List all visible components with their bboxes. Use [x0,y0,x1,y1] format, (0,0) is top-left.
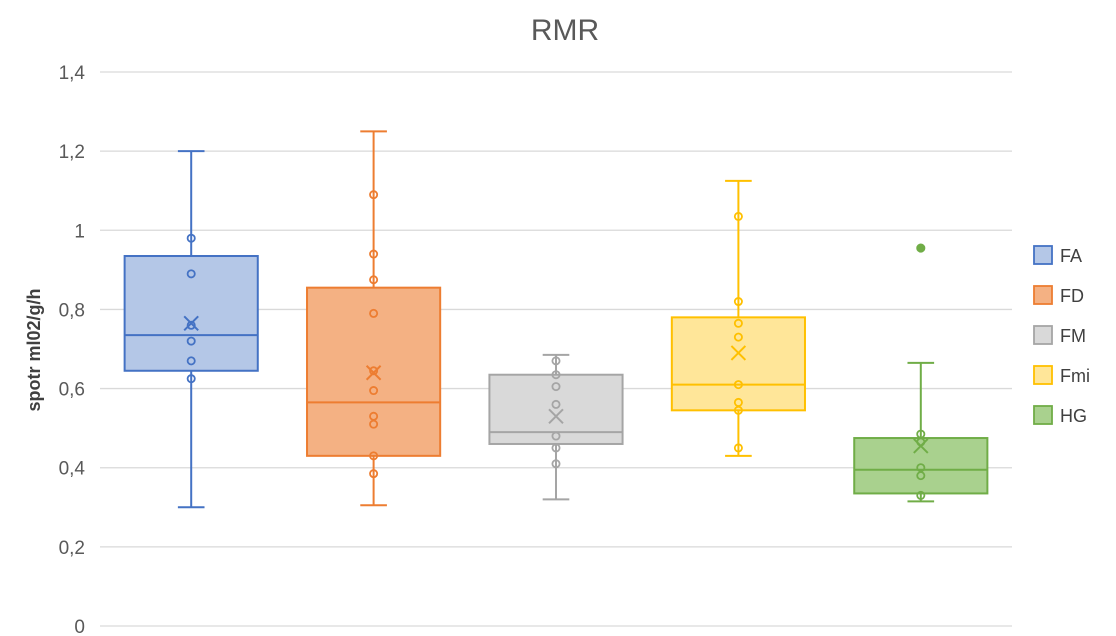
outlier-point [916,243,926,253]
legend-item-fm: FM [1033,325,1086,346]
data-point [369,469,379,479]
legend-item-fmi: Fmi [1033,365,1090,386]
mean-marker [183,315,199,331]
data-point [733,318,743,328]
y-tick-label: 1,4 [59,63,86,84]
mean-marker [365,365,382,381]
y-tick-labels: 0 0,2 0,4 0,6 0,8 1 1,2 1,4 [59,63,86,636]
legend-swatch [1033,325,1053,345]
legend-swatch [1033,245,1053,265]
data-point [186,320,196,330]
data-point [369,275,379,285]
data-point [551,431,561,441]
data-point [369,366,379,376]
legend-item-fd: FD [1033,285,1084,306]
data-point [369,419,379,429]
box-group-hg [853,243,989,503]
box-group-fa [123,150,259,509]
legend-item-hg: HG [1033,405,1087,426]
box-layer [123,130,989,509]
legend-label: FD [1060,286,1084,306]
data-point [186,374,196,384]
data-point [551,370,561,380]
data-point [733,380,743,390]
data-point [733,405,743,415]
box-group-fd [306,130,442,507]
y-tick-label: 1,2 [59,142,85,163]
legend-label: FM [1060,326,1086,346]
y-tick-label: 0,8 [59,300,85,321]
data-point [733,211,743,221]
data-point [733,443,743,453]
data-point [369,249,379,259]
legend-swatch [1033,285,1053,305]
data-point [733,297,743,307]
data-point [369,190,379,200]
data-point [551,399,561,409]
legend-swatch [1033,405,1053,425]
data-point [186,336,196,346]
data-point [186,356,196,366]
y-axis-label: spotr ml02/g/h [24,288,44,411]
data-point [551,443,561,453]
data-point [916,490,926,500]
mean-marker [730,345,747,361]
box-group-fm [488,353,624,501]
legend-item-fa: FA [1033,245,1082,266]
data-point [186,269,196,279]
box [123,255,259,372]
data-point [551,459,561,469]
data-point [916,471,926,481]
box-group-fmi [670,179,806,457]
legend-label: FA [1060,246,1082,266]
legend-label: Fmi [1060,366,1090,386]
y-tick-label: 0,6 [59,380,85,401]
data-point [186,233,196,243]
y-tick-label: 0,4 [59,459,86,480]
data-point [551,356,561,366]
box [488,373,624,445]
y-tick-label: 0 [74,617,85,636]
mean-marker [548,408,564,424]
data-point [551,382,561,392]
y-tick-label: 0,2 [59,538,85,559]
data-point [733,332,743,342]
legend: FA FD FM Fmi HG [1033,245,1090,426]
data-point [369,451,379,461]
data-point [369,386,379,396]
legend-label: HG [1060,406,1087,426]
box [670,316,806,412]
chart-title: RMR [531,14,599,47]
mean-marker [913,438,929,454]
data-point [369,308,379,318]
y-tick-label: 1 [74,221,85,242]
legend-swatch [1033,365,1053,385]
